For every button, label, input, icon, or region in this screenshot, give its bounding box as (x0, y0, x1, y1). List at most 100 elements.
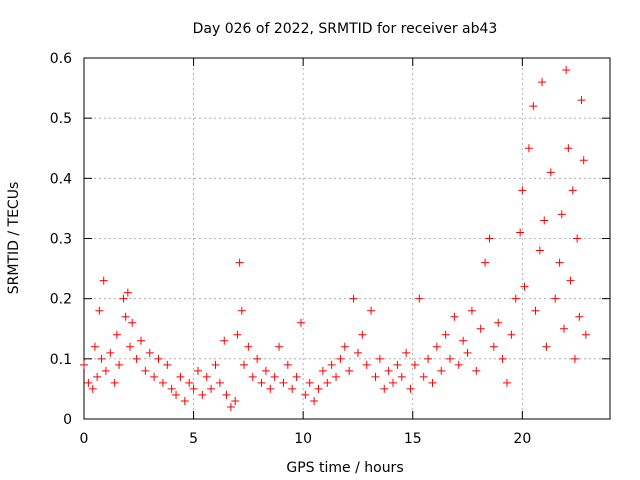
data-point (516, 228, 525, 237)
data-point (380, 384, 389, 393)
data-point (132, 354, 141, 363)
y-tick-label: 0.4 (50, 171, 72, 187)
data-point (485, 234, 494, 243)
data-point (520, 282, 529, 291)
data-point (557, 210, 566, 219)
data-point (266, 384, 275, 393)
data-point (93, 372, 102, 381)
data-point (579, 156, 588, 165)
x-tick-label: 5 (189, 431, 198, 447)
data-point (507, 330, 516, 339)
data-point (538, 78, 547, 87)
data-point (121, 312, 130, 321)
data-point (581, 330, 590, 339)
data-points (80, 66, 590, 411)
data-point (494, 318, 503, 327)
data-point (570, 354, 579, 363)
data-point (244, 342, 253, 351)
data-point (349, 294, 358, 303)
data-point (562, 66, 571, 75)
data-point (362, 360, 371, 369)
data-point (336, 354, 345, 363)
data-point (220, 336, 229, 345)
x-axis-label: GPS time / hours (286, 460, 403, 476)
data-point (202, 372, 211, 381)
data-point (551, 294, 560, 303)
data-point (154, 354, 163, 363)
data-point (88, 384, 97, 393)
data-point (415, 294, 424, 303)
data-point (358, 330, 367, 339)
data-point (222, 390, 231, 399)
data-point (546, 168, 555, 177)
data-point (90, 342, 99, 351)
data-point (112, 330, 121, 339)
data-point (231, 396, 240, 405)
data-point (211, 360, 220, 369)
data-point (106, 348, 115, 357)
y-tick-label: 0.2 (50, 292, 72, 308)
data-point (481, 258, 490, 267)
data-point (226, 402, 235, 411)
data-point (454, 360, 463, 369)
y-tick-label: 0.3 (50, 232, 72, 248)
data-point (80, 360, 88, 369)
data-point (318, 366, 327, 375)
data-point (235, 258, 244, 267)
data-point (575, 312, 584, 321)
data-point (253, 354, 262, 363)
data-point (296, 318, 305, 327)
data-point (158, 378, 167, 387)
data-point (270, 372, 279, 381)
data-point (555, 258, 564, 267)
data-point (180, 396, 189, 405)
data-point (292, 372, 301, 381)
x-tick-label: 20 (513, 431, 531, 447)
data-point (237, 306, 246, 315)
data-point (327, 360, 336, 369)
data-point (110, 378, 119, 387)
data-point (389, 378, 398, 387)
data-point (511, 294, 520, 303)
data-point (257, 378, 266, 387)
data-point (198, 390, 207, 399)
data-point (432, 342, 441, 351)
data-point (288, 384, 297, 393)
data-point (97, 354, 106, 363)
data-point (99, 276, 108, 285)
data-point (566, 276, 575, 285)
data-point (193, 366, 202, 375)
data-point (332, 372, 341, 381)
data-point (375, 354, 384, 363)
data-point (233, 330, 242, 339)
data-point (472, 366, 481, 375)
data-point (518, 186, 527, 195)
data-point (489, 342, 498, 351)
x-tick-label: 10 (294, 431, 312, 447)
data-point (498, 354, 507, 363)
data-point (115, 360, 124, 369)
data-point (384, 366, 393, 375)
data-point (564, 144, 573, 153)
data-point (340, 342, 349, 351)
data-point (437, 366, 446, 375)
data-point (323, 378, 332, 387)
data-point (371, 372, 380, 381)
y-axis-label: SRMTID / TECUs (6, 182, 22, 295)
data-point (540, 216, 549, 225)
data-point (573, 234, 582, 243)
data-point (126, 342, 135, 351)
data-point (424, 354, 433, 363)
data-point (406, 384, 415, 393)
data-point (568, 186, 577, 195)
data-point (163, 360, 172, 369)
data-point (167, 384, 176, 393)
data-point (301, 390, 310, 399)
data-point (577, 96, 586, 105)
data-point (283, 360, 292, 369)
y-tick-label: 0.5 (50, 111, 72, 127)
x-tick-label: 15 (404, 431, 422, 447)
data-point (397, 372, 406, 381)
data-point (95, 306, 104, 315)
data-point (275, 342, 284, 351)
